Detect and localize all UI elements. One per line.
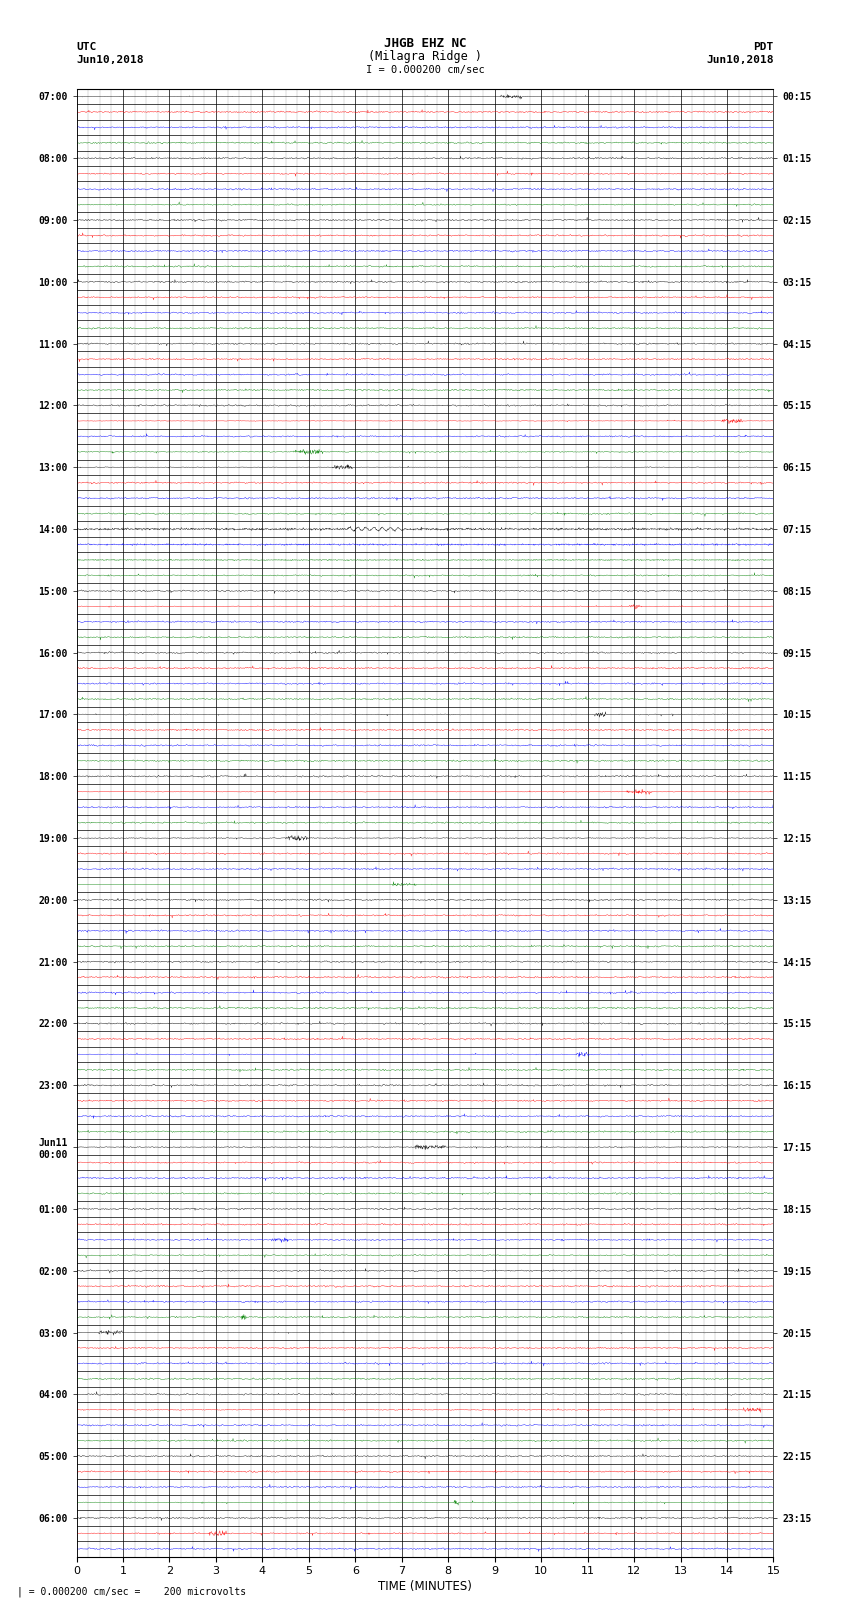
Text: I = 0.000200 cm/sec: I = 0.000200 cm/sec	[366, 65, 484, 74]
Text: Jun10,2018: Jun10,2018	[706, 55, 774, 65]
Text: PDT: PDT	[753, 42, 774, 52]
Text: JHGB EHZ NC: JHGB EHZ NC	[383, 37, 467, 50]
Text: UTC: UTC	[76, 42, 97, 52]
X-axis label: TIME (MINUTES): TIME (MINUTES)	[378, 1581, 472, 1594]
Text: Jun10,2018: Jun10,2018	[76, 55, 144, 65]
Text: (Milagra Ridge ): (Milagra Ridge )	[368, 50, 482, 63]
Text: | = 0.000200 cm/sec =    200 microvolts: | = 0.000200 cm/sec = 200 microvolts	[17, 1586, 246, 1597]
